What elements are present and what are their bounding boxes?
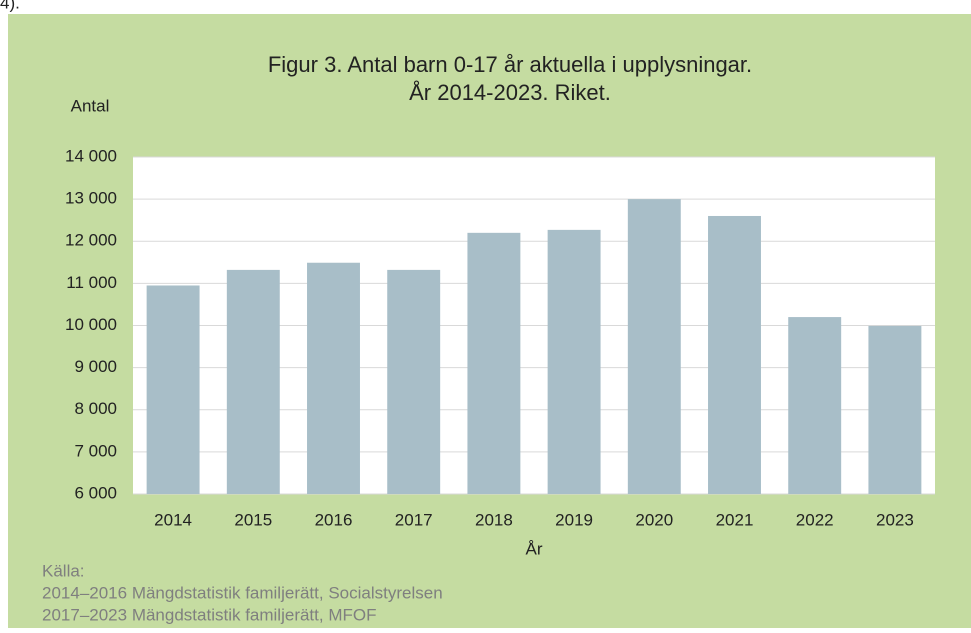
y-tick-label: 6 000	[74, 483, 117, 502]
bar	[387, 269, 441, 494]
bar	[868, 325, 922, 494]
x-tick-label: 2023	[876, 510, 914, 529]
bar	[708, 215, 761, 494]
x-tick-label: 2020	[635, 510, 673, 529]
y-tick-label: 9 000	[74, 357, 117, 376]
y-tick-label: 7 000	[74, 441, 117, 460]
source-text: Källa:	[42, 561, 85, 580]
chart-title: Figur 3. Antal barn 0-17 år aktuella i u…	[268, 52, 752, 77]
x-tick-label: 2022	[796, 510, 834, 529]
bar	[627, 199, 681, 494]
bar	[307, 262, 360, 494]
preceding-text: 4).	[0, 0, 20, 12]
y-tick-label: 13 000	[65, 189, 117, 208]
y-tick-label: 8 000	[74, 399, 117, 418]
chart-subtitle: År 2014-2023. Riket.	[409, 80, 611, 105]
source-text: 2014–2016 Mängdstatistik familjerätt, So…	[42, 583, 443, 602]
source-text: 2017–2023 Mängdstatistik familjerätt, MF…	[42, 605, 376, 624]
x-tick-label: 2019	[555, 510, 593, 529]
y-axis-label: Antal	[71, 96, 110, 115]
x-tick-label: 2015	[234, 510, 272, 529]
y-tick-label: 10 000	[65, 315, 117, 334]
bar	[226, 269, 280, 494]
x-tick-label: 2016	[315, 510, 353, 529]
x-tick-label: 2014	[154, 510, 192, 529]
x-tick-label: 2021	[716, 510, 754, 529]
y-tick-label: 12 000	[65, 231, 117, 250]
x-axis-label: År	[526, 539, 543, 558]
bar	[146, 285, 200, 494]
x-tick-label: 2017	[395, 510, 433, 529]
x-tick-label: 2018	[475, 510, 513, 529]
bar	[467, 232, 521, 494]
bar	[547, 229, 601, 494]
y-tick-label: 11 000	[66, 273, 117, 292]
bar	[788, 317, 842, 494]
y-tick-label: 14 000	[65, 146, 117, 165]
